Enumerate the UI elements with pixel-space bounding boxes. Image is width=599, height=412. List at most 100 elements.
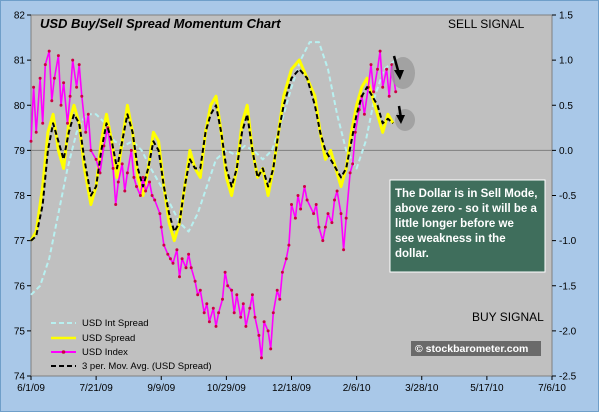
chart-title: USD Buy/Sell Spread Momentum Chart (40, 16, 281, 31)
usd-index-point (123, 189, 127, 193)
series-usd-int-spread (30, 41, 397, 296)
legend-label-mov-avg: 3 per. Mov. Avg. (USD Spread) (82, 361, 212, 372)
x-tick-label: 7/6/10 (538, 383, 566, 394)
usd-index-point (153, 198, 157, 202)
sell-signal-label: SELL SIGNAL (448, 17, 525, 31)
x-tick-label: 7/21/09 (79, 383, 113, 394)
usd-index-point (305, 198, 309, 202)
usd-index-point (378, 49, 382, 53)
usd-index-point (260, 356, 263, 360)
usd-index-point (330, 221, 334, 225)
usd-index-point (198, 288, 202, 292)
usd-index-point (178, 275, 181, 279)
usd-index-point (132, 175, 136, 179)
series-layer (29, 41, 398, 360)
usd-index-point (189, 266, 193, 270)
y-left-tick-label: 80 (14, 101, 26, 112)
y-left-tick-label: 76 (14, 281, 26, 292)
usd-index-point (303, 185, 306, 188)
y-left-tick-label: 75 (14, 326, 26, 337)
usd-index-point (296, 194, 300, 197)
x-tick-label: 3/28/10 (405, 383, 439, 394)
legend-label-int-spread: USD Int Spread (82, 318, 149, 329)
x-tick-label: 10/29/09 (207, 383, 246, 394)
usd-index-point (269, 347, 273, 351)
usd-index-point (339, 212, 343, 216)
usd-index-point (59, 103, 63, 107)
usd-index-point (50, 99, 54, 103)
usd-index-point (342, 248, 346, 252)
y-right-tick-label: 0.5 (559, 101, 573, 112)
watermark-box (411, 341, 541, 356)
usd-index-point (230, 288, 234, 292)
y-left-tick-label: 79 (14, 146, 26, 157)
usd-index-point (235, 293, 239, 297)
usd-index-point (68, 94, 72, 98)
usd-index-point (120, 162, 124, 166)
usd-index-point (75, 85, 79, 89)
usd-index-point (314, 203, 318, 206)
usd-index-point (271, 311, 275, 315)
down-arrow-upper (391, 55, 415, 89)
usd-index-point (394, 90, 398, 94)
usd-index-point (111, 166, 115, 170)
y-left-tick-label: 78 (14, 191, 26, 202)
usd-index-point (317, 225, 321, 229)
usd-index-point (187, 252, 191, 256)
usd-index-point (262, 320, 266, 324)
usd-index-point (244, 324, 248, 328)
note-line-5: dollar. (395, 248, 429, 260)
buy-signal-label: BUY SIGNAL (472, 310, 544, 324)
usd-index-point (293, 216, 297, 220)
usd-index-point (284, 257, 288, 261)
y-right-tick-label: -1.5 (559, 281, 577, 292)
usd-index-point (129, 148, 133, 152)
usd-index-point (144, 189, 148, 193)
usd-index-point (43, 63, 47, 67)
usd-index-point (52, 76, 56, 80)
usd-index-point (372, 90, 376, 94)
usd-index-point (159, 225, 163, 229)
usd-index-point (226, 284, 230, 288)
usd-index-point (114, 203, 118, 206)
y-right-tick-label: -2.5 (559, 372, 577, 383)
y-left-tick-label: 77 (14, 236, 26, 247)
usd-index-point (193, 279, 197, 283)
usd-index-point (344, 216, 348, 220)
note-line-3: little longer before we (395, 218, 514, 230)
usd-index-point (348, 171, 352, 175)
y-axis-left: 74 75 76 77 78 79 80 81 82 (14, 11, 31, 383)
usd-index-point (86, 112, 90, 116)
usd-index-point (38, 76, 42, 80)
usd-index-point (290, 203, 293, 206)
usd-index-point (56, 54, 60, 58)
watermark: © stockbarometer.com (415, 343, 528, 355)
usd-index-point (84, 130, 88, 134)
usd-index-point (280, 270, 284, 274)
usd-index-point (166, 252, 170, 256)
usd-index-point (66, 121, 69, 125)
note-line-1: The Dollar is in Sell Mode, (395, 188, 538, 200)
y-axis-right: -2.5 -2.0 -1.5 -1.0 -0.5 0.0 0.5 1.0 1.5 (552, 11, 577, 383)
note-box (389, 179, 546, 273)
series-usd-spread (29, 58, 395, 243)
usd-index-point (287, 243, 291, 247)
y-left-tick-label: 82 (14, 11, 26, 22)
usd-index-point (211, 306, 215, 310)
y-right-tick-label: -0.5 (559, 191, 577, 202)
usd-index-point (278, 297, 282, 301)
usd-index-point (150, 194, 154, 197)
legend-label-index: USD Index (82, 347, 128, 358)
usd-index-point (168, 257, 172, 261)
usd-index-point (77, 63, 81, 67)
usd-index-point (326, 212, 330, 216)
usd-index-point (207, 320, 211, 324)
x-axis: 6/1/09 7/21/09 9/9/09 10/29/09 12/18/09 2/6/1… (17, 376, 566, 394)
y-right-tick-label: 1.0 (559, 56, 573, 67)
usd-index-point (214, 324, 218, 328)
x-tick-label: 2/6/10 (343, 383, 371, 394)
usd-index-point (202, 311, 206, 315)
usd-index-point (376, 67, 379, 71)
usd-index-point (141, 175, 145, 179)
usd-index-point (158, 212, 162, 216)
